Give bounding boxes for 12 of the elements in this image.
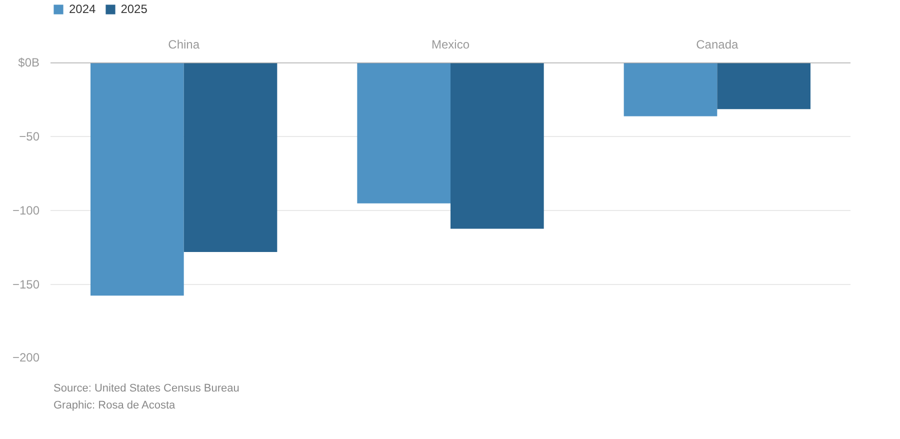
x-tick-label: China <box>168 38 200 52</box>
legend-label: 2025 <box>120 2 148 16</box>
y-tick-label: −50 <box>19 130 40 144</box>
source-note: Source: United States Census Bureau <box>54 382 240 394</box>
y-tick-label: −200 <box>12 350 40 364</box>
y-tick-label: −150 <box>12 278 40 292</box>
text: Graphic: Rosa de Acosta <box>54 400 176 412</box>
x-tick-label: Canada <box>696 38 739 52</box>
y-tick-label: −100 <box>12 204 40 218</box>
x-tick-label: Mexico <box>431 38 470 52</box>
y-tick-label: $0B <box>18 56 40 70</box>
legend-label: 2024 <box>69 2 96 16</box>
